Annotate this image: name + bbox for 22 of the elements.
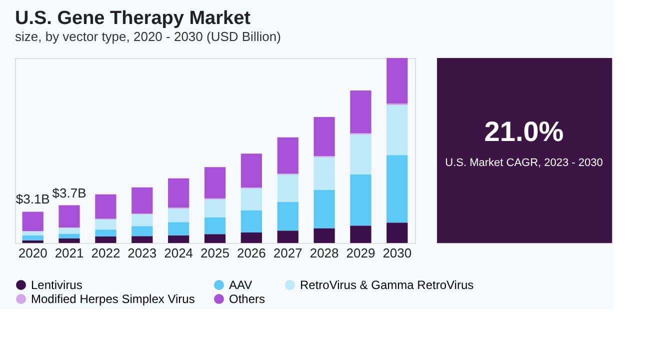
legend-label: Modified Herpes Simplex Virus — [31, 292, 195, 306]
x-tick-label: 2024 — [164, 246, 194, 260]
x-tick-label: 2025 — [200, 246, 230, 260]
text: U.S. Market CAGR, 2023 - 2030 — [445, 157, 603, 169]
annotation: $3.7B — [52, 185, 86, 200]
chart-title: U.S. Gene Therapy Market — [15, 8, 252, 29]
text: 21.0% — [484, 116, 564, 147]
x-tick-label: 2027 — [273, 246, 302, 260]
legend-label: AAV — [229, 278, 252, 292]
x-tick-label: 2021 — [54, 246, 84, 260]
x-tick-label: 2022 — [91, 246, 120, 260]
legend-label: Lentivirus — [31, 278, 82, 292]
chart-subtitle: size, by vector type, 2020 - 2030 (USD Billion) — [15, 29, 281, 44]
legend-label: Others — [229, 292, 266, 306]
x-tick-label: 2028 — [310, 246, 339, 260]
x-tick-label: 2030 — [382, 246, 412, 260]
x-tick-label: 2026 — [236, 246, 266, 260]
x-tick-label: 2020 — [18, 246, 48, 260]
legend-label: RetroVirus & Gamma RetroVirus — [300, 278, 474, 292]
x-tick-label: 2029 — [346, 246, 376, 260]
x-tick-label: 2023 — [128, 246, 157, 260]
annotation: $3.1B — [16, 192, 50, 207]
